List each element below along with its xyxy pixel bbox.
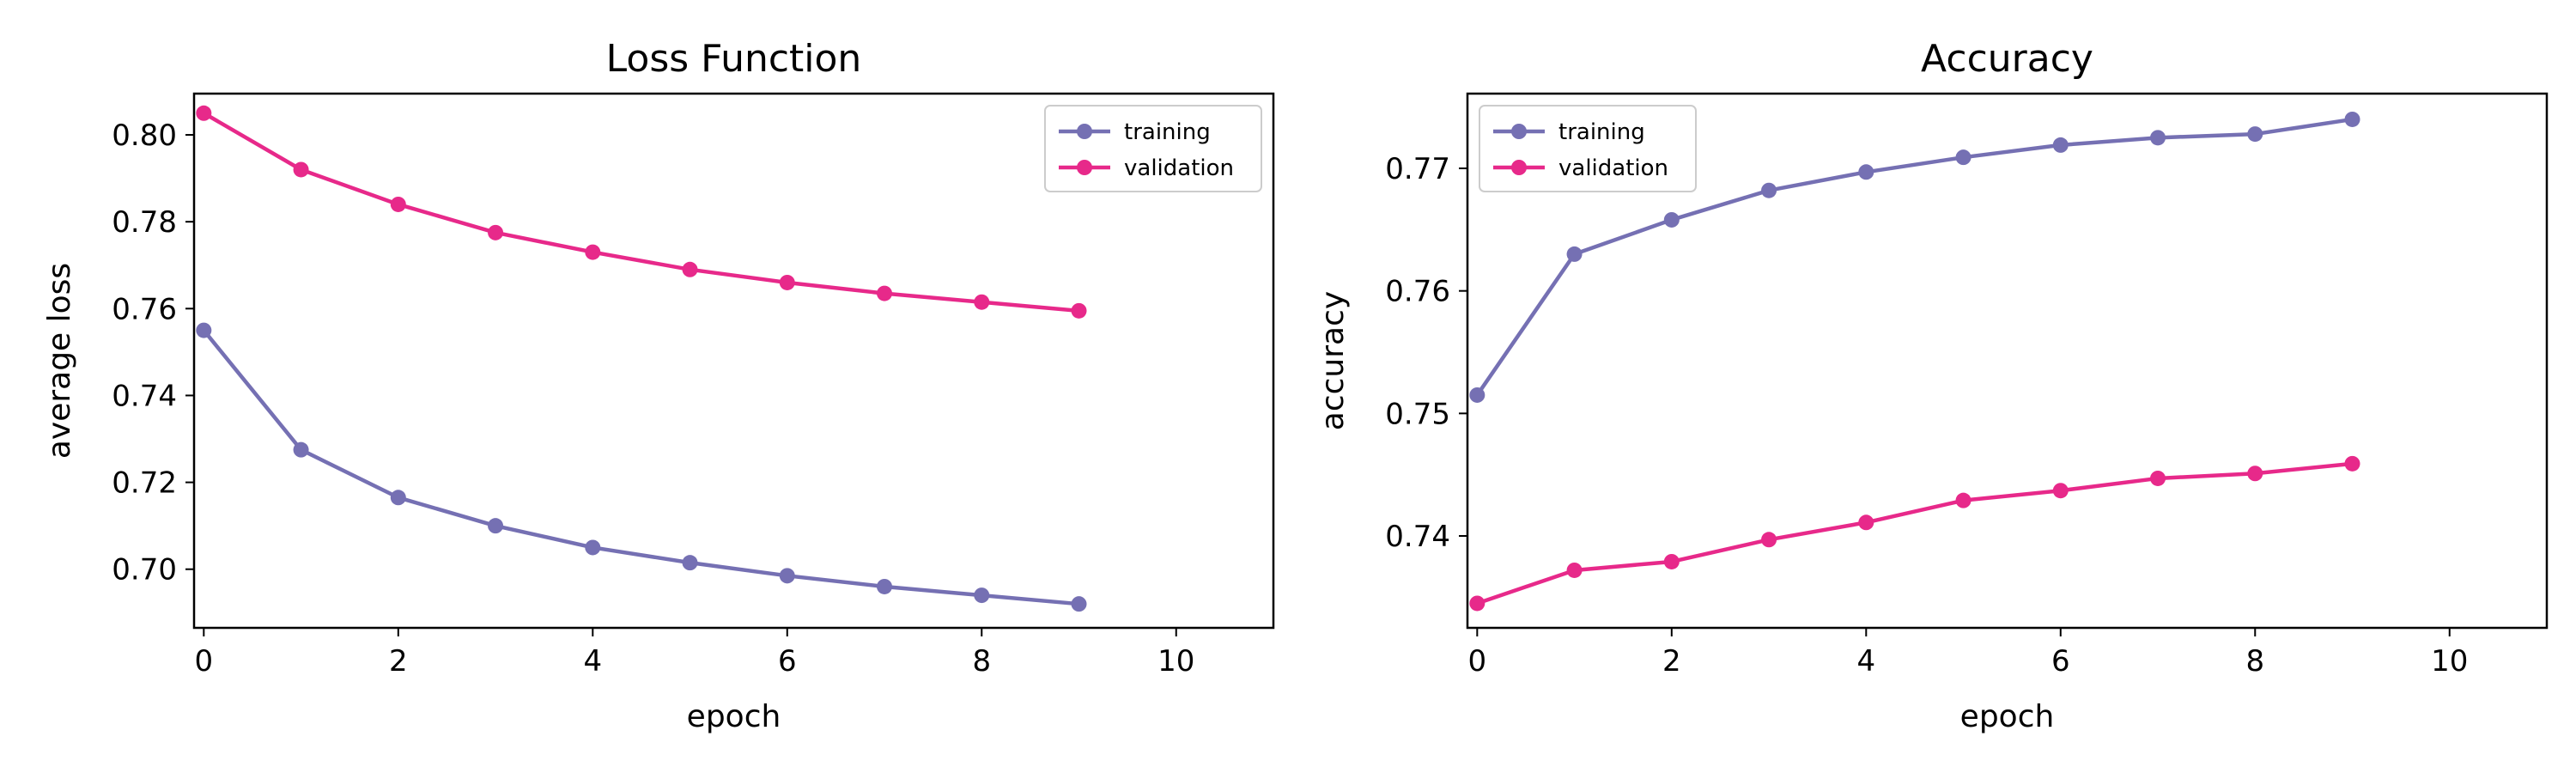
accuracy-y-tick-label: 0.74: [1385, 520, 1450, 554]
loss-plot-frame: [192, 92, 1275, 630]
loss-legend-entry-training: training: [1059, 119, 1211, 145]
loss-x-tick-label: 8: [972, 644, 991, 679]
accuracy-chart-title: Accuracy: [1921, 37, 2093, 81]
loss-series: [196, 105, 1087, 612]
loss-y-tick-label: 0.76: [112, 292, 177, 326]
accuracy-training-point: [2247, 126, 2263, 143]
accuracy-legend-entry-validation: validation: [1493, 155, 1668, 181]
loss-x-tick-label: 10: [1157, 644, 1194, 679]
loss-y-tick-label: 0.80: [112, 119, 177, 153]
accuracy-validation-point: [2052, 483, 2069, 499]
loss-validation-point: [779, 274, 795, 290]
accuracy-validation-point: [1663, 553, 1680, 569]
accuracy-y-tick-label: 0.75: [1385, 397, 1450, 431]
loss-x-tick-label: 0: [195, 644, 214, 679]
loss-x-tick-label: 2: [389, 644, 408, 679]
accuracy-legend-label-training: training: [1558, 119, 1645, 145]
accuracy-series: [1469, 111, 2360, 612]
loss-y-tick-label: 0.78: [112, 205, 177, 240]
accuracy-y-tick-label: 0.76: [1385, 275, 1450, 309]
loss-y-tick-label: 0.74: [112, 379, 177, 413]
accuracy-training-point: [1663, 211, 1680, 228]
accuracy-x-tick-label: 4: [1856, 644, 1875, 679]
accuracy-validation-point: [2150, 470, 2166, 486]
accuracy-legend-marker-validation: [1511, 160, 1527, 175]
accuracy-validation-point: [1566, 562, 1583, 578]
accuracy-training-point: [1566, 246, 1583, 262]
loss-validation-point: [196, 105, 212, 121]
accuracy-training-point: [1761, 182, 1777, 198]
loss-x-axis-label: epoch: [687, 699, 781, 734]
loss-legend-marker-training: [1077, 124, 1092, 139]
accuracy-training-point: [2344, 111, 2360, 127]
loss-training-point: [585, 539, 601, 556]
loss-validation-point: [585, 244, 601, 260]
accuracy-training-point: [1955, 149, 1971, 166]
loss-x-tick-label: 4: [583, 644, 602, 679]
accuracy-validation-point: [1469, 595, 1485, 612]
loss-training-point: [293, 441, 309, 458]
loss-training-point: [488, 518, 504, 534]
loss-validation-point: [974, 294, 990, 310]
accuracy-x-tick-label: 8: [2245, 644, 2264, 679]
loss-legend-entry-validation: validation: [1059, 155, 1234, 181]
accuracy-axis-ticks: 0 2 4 6 8 10 0.74 0.75 0.76 0.77: [1385, 152, 2468, 679]
accuracy-validation-point: [2247, 466, 2263, 482]
loss-training-point: [974, 587, 990, 604]
accuracy-x-tick-label: 10: [2431, 644, 2468, 679]
accuracy-legend: training validation: [1479, 105, 1697, 192]
accuracy-validation-point: [2344, 455, 2360, 472]
loss-training-line: [202, 329, 1079, 606]
accuracy-validation-line: [1476, 461, 2353, 606]
loss-training-point: [196, 322, 212, 338]
accuracy-x-axis-label: epoch: [1960, 699, 2055, 734]
accuracy-validation-point: [1858, 514, 1874, 531]
loss-validation-point: [877, 285, 893, 301]
loss-legend-marker-validation: [1077, 160, 1092, 175]
accuracy-training-point: [1858, 164, 1874, 180]
accuracy-chart-panel: Accuracy epoch accuracy 0 2 4 6 8 100.740.750…: [1315, 37, 2549, 734]
loss-chart-panel: Loss Function epoch average loss 0 2 4 6 8 10…: [42, 37, 1275, 734]
loss-validation-point: [390, 196, 406, 212]
loss-training-point: [779, 568, 795, 584]
accuracy-validation-point: [1955, 492, 1971, 508]
loss-training-point: [1071, 596, 1087, 612]
loss-training-point: [877, 578, 893, 594]
accuracy-x-tick-label: 2: [1662, 644, 1681, 679]
loss-validation-point: [682, 261, 698, 277]
loss-validation-point: [488, 224, 504, 240]
accuracy-plot-frame: [1466, 92, 2549, 630]
accuracy-legend-label-validation: validation: [1558, 155, 1668, 181]
accuracy-training-point: [2150, 130, 2166, 146]
accuracy-legend-entry-training: training: [1493, 119, 1645, 145]
loss-chart-title: Loss Function: [606, 37, 862, 81]
accuracy-y-tick-label: 0.77: [1385, 152, 1450, 186]
loss-legend: training validation: [1044, 105, 1262, 192]
loss-legend-label-validation: validation: [1124, 155, 1234, 181]
accuracy-training-point: [2052, 137, 2069, 153]
loss-training-point: [390, 490, 406, 506]
accuracy-legend-box: [1479, 105, 1697, 192]
loss-y-tick-label: 0.72: [112, 466, 177, 501]
loss-validation-line: [203, 111, 1079, 313]
loss-axis-ticks: 0 2 4 6 8 10 0.70 0.72 0.74 0.76 0.78 0.80: [112, 119, 1194, 679]
accuracy-validation-point: [1761, 532, 1777, 548]
accuracy-x-tick-label: 0: [1468, 644, 1487, 679]
accuracy-x-tick-label: 6: [2051, 644, 2070, 679]
loss-x-tick-label: 6: [778, 644, 797, 679]
accuracy-legend-marker-training: [1511, 124, 1527, 139]
accuracy-training-point: [1469, 386, 1485, 403]
loss-legend-box: [1044, 105, 1262, 192]
accuracy-y-axis-label: accuracy: [1315, 291, 1351, 430]
loss-training-point: [682, 555, 698, 571]
accuracy-training-line: [1475, 117, 2353, 397]
loss-y-axis-label: average loss: [42, 263, 77, 459]
loss-legend-label-training: training: [1124, 119, 1211, 145]
loss-validation-point: [293, 161, 309, 178]
loss-validation-point: [1071, 302, 1087, 319]
loss-y-tick-label: 0.70: [112, 553, 177, 587]
